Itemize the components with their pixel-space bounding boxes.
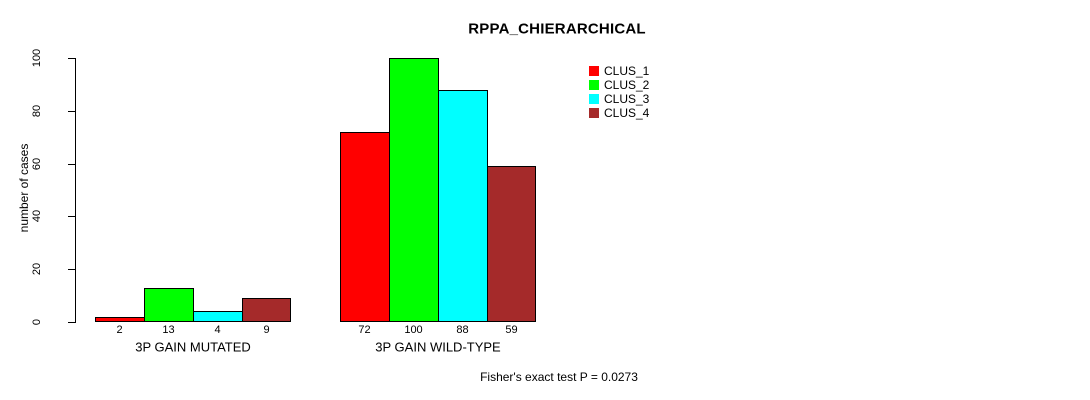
y-tick-mark — [68, 164, 75, 165]
bar-value-label: 2 — [116, 324, 123, 336]
y-tick-mark — [68, 322, 75, 323]
y-tick-label: 100 — [31, 48, 43, 68]
y-tick-label: 0 — [31, 318, 43, 326]
y-tick-mark — [68, 216, 75, 217]
category-label: 3P GAIN WILD-TYPE — [375, 339, 501, 355]
bar-value-label: 88 — [456, 324, 469, 336]
legend-label: CLUS_1 — [604, 64, 650, 78]
legend-swatch-clus_1 — [589, 66, 599, 76]
bar-value-label: 100 — [404, 324, 423, 336]
legend-swatch-clus_2 — [589, 80, 599, 90]
legend-label: CLUS_4 — [604, 106, 650, 120]
category-label: 3P GAIN MUTATED — [135, 339, 251, 355]
y-axis-line — [75, 58, 76, 323]
bar-clus_2-group2 — [389, 58, 439, 322]
y-tick-label: 60 — [31, 157, 43, 171]
y-tick-mark — [68, 269, 75, 270]
bar-clus_3-group2 — [438, 90, 488, 322]
y-tick-mark — [68, 58, 75, 59]
bar-clus_4-group2 — [487, 166, 536, 322]
bar-value-label: 59 — [505, 324, 518, 336]
annotation-text: Fisher's exact test P = 0.0273 — [480, 370, 638, 384]
y-tick-mark — [68, 111, 75, 112]
legend-label: CLUS_3 — [604, 92, 650, 106]
bar-value-label: 4 — [214, 324, 221, 336]
bar-clus_2-group1 — [144, 288, 194, 322]
bar-value-label: 72 — [358, 324, 371, 336]
y-tick-label: 80 — [31, 104, 43, 118]
bar-value-label: 13 — [162, 324, 175, 336]
chart-title: RPPA_CHIERARCHICAL — [468, 20, 646, 38]
y-axis-label: number of cases — [17, 143, 31, 233]
bar-clus_3-group1 — [193, 311, 243, 322]
y-tick-label: 40 — [31, 209, 43, 223]
bar-clus_1-group1 — [95, 317, 145, 322]
bar-clus_4-group1 — [242, 298, 291, 322]
bar-value-label: 9 — [263, 324, 270, 336]
legend-label: CLUS_2 — [604, 78, 650, 92]
y-tick-label: 20 — [31, 262, 43, 276]
legend-swatch-clus_4 — [589, 108, 599, 118]
bar-clus_1-group2 — [340, 132, 390, 322]
legend-swatch-clus_3 — [589, 94, 599, 104]
